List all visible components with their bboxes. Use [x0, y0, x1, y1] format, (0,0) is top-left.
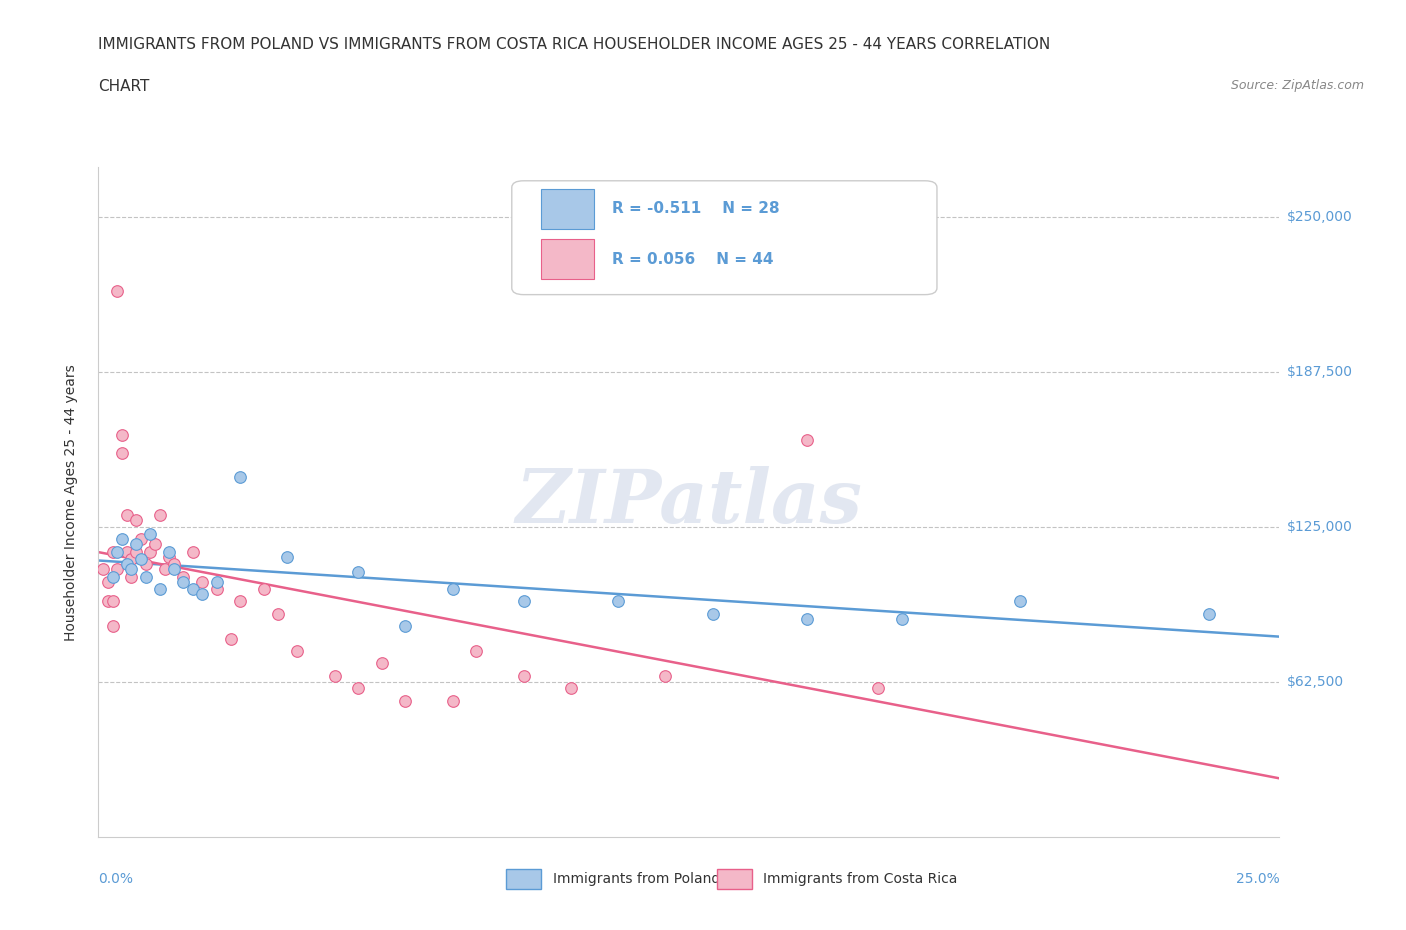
Point	[560, 681, 582, 696]
Point	[115, 507, 138, 522]
Point	[607, 594, 630, 609]
Point	[323, 669, 346, 684]
Point	[157, 550, 180, 565]
Point	[191, 587, 214, 602]
Text: 25.0%: 25.0%	[1236, 871, 1279, 886]
Point	[129, 551, 152, 566]
Point	[91, 562, 114, 577]
Point	[285, 644, 308, 658]
Point	[129, 532, 152, 547]
Point	[139, 544, 162, 559]
Point	[101, 618, 124, 633]
Point	[115, 544, 138, 559]
Point	[115, 557, 138, 572]
Point	[654, 669, 676, 684]
Point	[149, 581, 172, 596]
Point	[125, 512, 148, 527]
Point	[394, 693, 416, 708]
Point	[105, 284, 128, 299]
Point	[163, 562, 186, 577]
Text: CHART: CHART	[98, 79, 150, 94]
Text: Source: ZipAtlas.com: Source: ZipAtlas.com	[1230, 79, 1364, 92]
Point	[121, 551, 143, 566]
Point	[135, 557, 157, 572]
Point	[253, 581, 276, 596]
Point	[191, 574, 214, 589]
FancyBboxPatch shape	[541, 239, 595, 279]
Point	[219, 631, 242, 646]
Point	[121, 569, 143, 584]
Point	[97, 594, 120, 609]
Point	[97, 574, 120, 589]
Text: $125,000: $125,000	[1286, 520, 1353, 534]
Point	[702, 606, 724, 621]
FancyBboxPatch shape	[541, 189, 595, 229]
Point	[172, 574, 194, 589]
Text: $62,500: $62,500	[1286, 675, 1344, 689]
Point	[276, 550, 298, 565]
Point	[111, 532, 134, 547]
Point	[172, 569, 194, 584]
Point	[394, 618, 416, 633]
Point	[105, 544, 128, 559]
Point	[796, 432, 818, 447]
Point	[111, 445, 134, 460]
Point	[512, 594, 534, 609]
Point	[101, 544, 124, 559]
Point	[267, 606, 290, 621]
Point	[441, 581, 464, 596]
Point	[205, 581, 228, 596]
Point	[1198, 606, 1220, 621]
Point	[149, 507, 172, 522]
Point	[125, 544, 148, 559]
Point	[101, 594, 124, 609]
Point	[441, 693, 464, 708]
Point	[371, 656, 394, 671]
Point	[121, 562, 143, 577]
Point	[111, 428, 134, 443]
Text: ZIPatlas: ZIPatlas	[516, 466, 862, 538]
Point	[105, 562, 128, 577]
Point	[347, 681, 370, 696]
Point	[157, 544, 180, 559]
Point	[181, 544, 204, 559]
Point	[163, 557, 186, 572]
Point	[205, 574, 228, 589]
Point	[143, 537, 166, 551]
Point	[866, 681, 889, 696]
Point	[1008, 594, 1031, 609]
Text: 0.0%: 0.0%	[98, 871, 134, 886]
Point	[796, 611, 818, 626]
Point	[101, 569, 124, 584]
Text: R = 0.056    N = 44: R = 0.056 N = 44	[612, 252, 773, 267]
Point	[465, 644, 488, 658]
Point	[229, 470, 252, 485]
Y-axis label: Householder Income Ages 25 - 44 years: Householder Income Ages 25 - 44 years	[63, 364, 77, 641]
Text: IMMIGRANTS FROM POLAND VS IMMIGRANTS FROM COSTA RICA HOUSEHOLDER INCOME AGES 25 : IMMIGRANTS FROM POLAND VS IMMIGRANTS FRO…	[98, 37, 1050, 52]
Text: Immigrants from Costa Rica: Immigrants from Costa Rica	[763, 871, 957, 886]
Point	[135, 569, 157, 584]
Point	[229, 594, 252, 609]
Point	[125, 537, 148, 551]
Text: Immigrants from Poland: Immigrants from Poland	[553, 871, 720, 886]
Point	[139, 527, 162, 542]
Point	[181, 581, 204, 596]
Point	[153, 562, 176, 577]
Text: R = -0.511    N = 28: R = -0.511 N = 28	[612, 202, 780, 217]
Text: $250,000: $250,000	[1286, 210, 1353, 224]
Text: $187,500: $187,500	[1286, 365, 1353, 379]
Point	[512, 669, 534, 684]
Point	[890, 611, 912, 626]
Point	[347, 565, 370, 579]
FancyBboxPatch shape	[512, 180, 936, 295]
